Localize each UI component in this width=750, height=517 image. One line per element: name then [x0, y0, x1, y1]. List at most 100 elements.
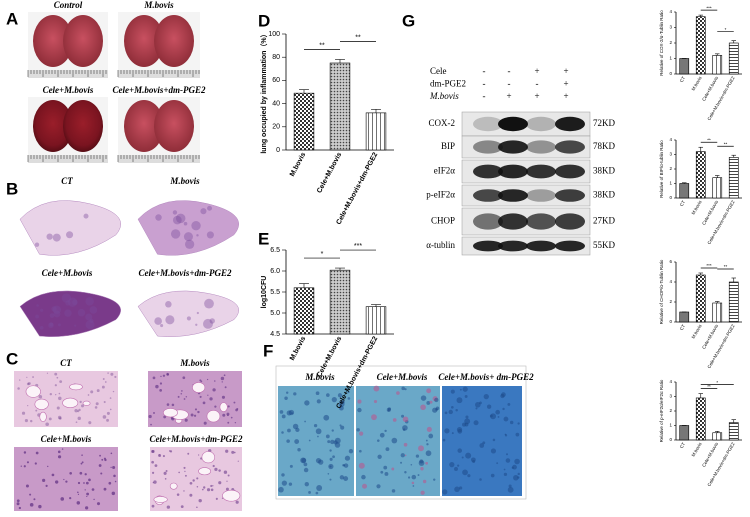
caption: M.bovis [143, 0, 174, 10]
y-tick-label: 6 [669, 259, 672, 264]
bar [728, 42, 739, 75]
cell [34, 462, 37, 465]
blot-band [555, 240, 585, 252]
cell [162, 374, 166, 377]
y-tick-label: 3 [669, 394, 672, 399]
lung [63, 100, 103, 152]
cell [401, 414, 405, 418]
cell [209, 397, 213, 401]
cell [20, 465, 22, 467]
y-tick-label: 60 [272, 77, 280, 84]
blot-band [473, 189, 503, 202]
ruler [118, 70, 200, 78]
cell [215, 497, 218, 500]
cell [166, 403, 170, 406]
blot-band [526, 240, 556, 252]
bar [679, 425, 690, 441]
cell [91, 488, 95, 491]
cell [323, 414, 330, 421]
lung [33, 100, 73, 152]
stain [85, 313, 93, 321]
cell [114, 480, 117, 483]
cell [411, 474, 417, 480]
cell [442, 489, 448, 495]
cell [448, 409, 453, 415]
cell [359, 449, 362, 453]
cell [110, 466, 112, 469]
bar [695, 16, 706, 75]
protein-label: eIF2α [434, 166, 455, 176]
cell [102, 415, 107, 419]
stain [49, 313, 55, 319]
cell [464, 418, 471, 425]
cell [328, 463, 334, 470]
cell [407, 476, 411, 479]
bar [329, 62, 351, 151]
lung [154, 15, 194, 67]
cell [151, 471, 155, 474]
caption: CT [61, 176, 73, 186]
stain [196, 311, 199, 315]
cell [19, 379, 21, 381]
cell [387, 407, 392, 411]
cell [24, 419, 28, 423]
caption: Cele+M.bovis [43, 85, 94, 95]
bar [293, 92, 315, 151]
significance-label: * [725, 27, 727, 32]
marker-size: 72KD [593, 118, 615, 128]
marker-size: 38KD [593, 166, 615, 176]
cell [444, 411, 448, 415]
cell [214, 380, 216, 382]
cell [473, 420, 479, 426]
cell [330, 439, 335, 445]
cell [48, 417, 52, 421]
significance-label: * [716, 380, 718, 385]
cell [224, 386, 227, 389]
cell [47, 465, 49, 468]
cell [35, 409, 38, 412]
caption: Cele+M.bovis [41, 434, 92, 444]
cell [17, 387, 20, 390]
micrograph [356, 386, 440, 496]
cell [461, 456, 464, 459]
cell [317, 435, 319, 438]
blot-band [555, 213, 585, 230]
cell [26, 382, 30, 386]
cell [81, 454, 83, 456]
x-tick-label: Cele+M.bovis+dm-PGE2 [335, 151, 379, 225]
cell [357, 399, 362, 404]
cell [30, 419, 33, 423]
blot-band [526, 213, 556, 230]
cell [486, 404, 492, 409]
bar [728, 281, 739, 323]
stain [52, 305, 62, 314]
cell [293, 392, 297, 396]
cell [80, 462, 83, 465]
cell [316, 485, 323, 491]
cell [402, 416, 409, 423]
cell [505, 458, 511, 463]
blot-band [473, 140, 503, 154]
cell [415, 454, 420, 458]
treatment-sign: + [563, 66, 568, 76]
cell [160, 375, 162, 378]
y-axis-label: Relative of p-eIF2α/eIF2α Ratio [659, 379, 664, 442]
cell [315, 428, 322, 435]
cell [83, 482, 85, 484]
stain [65, 300, 71, 306]
cell [182, 376, 186, 380]
alveolus [163, 408, 178, 418]
cell [237, 460, 239, 462]
micrograph [442, 386, 522, 496]
y-tick-label: 4 [669, 9, 672, 14]
cell [418, 445, 424, 452]
cell [332, 455, 335, 459]
bar [728, 157, 739, 199]
cell [98, 464, 102, 467]
alveolus [198, 467, 212, 476]
cell [192, 479, 195, 482]
cell [166, 372, 169, 376]
cell [288, 482, 293, 486]
cell [51, 473, 55, 477]
cell [344, 455, 351, 461]
